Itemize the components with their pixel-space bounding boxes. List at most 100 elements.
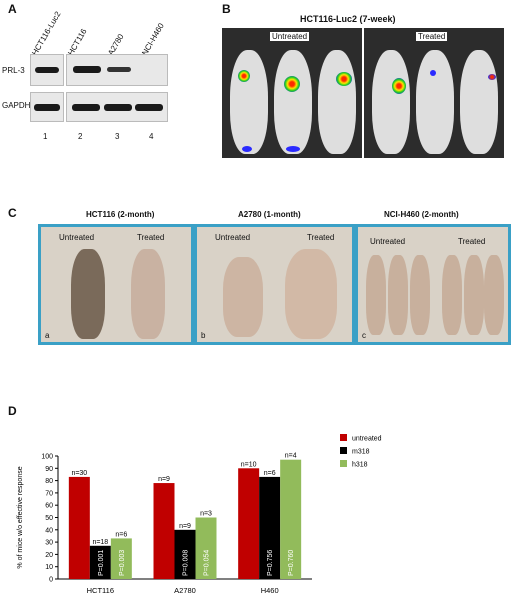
sublabel-a: a	[45, 331, 50, 340]
blot-prl3-lanes2-4	[66, 54, 168, 86]
n-label: n=6	[264, 470, 276, 477]
bar-m318	[259, 476, 281, 579]
legend-label: untreated	[352, 436, 382, 443]
x-tick-label: H460	[261, 586, 279, 595]
mouse	[285, 249, 337, 339]
luminescence-signal	[392, 78, 406, 94]
x-tick-label: A2780	[174, 586, 196, 595]
luminescence-signal	[488, 74, 496, 80]
mouse	[318, 50, 356, 154]
mouse	[230, 50, 268, 154]
panel-c-label: C	[8, 206, 17, 220]
mouse	[372, 50, 410, 154]
y-axis-label: % of mice w/o effective response	[17, 466, 24, 568]
photo-hct116: Untreated Treated a	[38, 224, 194, 345]
mouse	[442, 255, 462, 335]
y-tick-label: 70	[45, 490, 53, 497]
mouse	[464, 255, 484, 335]
y-tick-label: 20	[45, 552, 53, 559]
y-tick-label: 0	[49, 577, 53, 584]
luminescence-signal	[430, 70, 436, 76]
lane-number-4: 4	[149, 132, 154, 141]
mouse	[416, 50, 454, 154]
y-tick-label: 40	[45, 527, 53, 534]
legend-swatch-m318	[340, 447, 347, 454]
luminescence-signal	[238, 70, 250, 82]
panel-b-title: HCT116-Luc2 (7-week)	[300, 14, 396, 24]
y-tick-label: 100	[41, 454, 53, 461]
p-value-label: P=0.756	[267, 550, 274, 576]
lane-label-1: HCT116-Luc2	[30, 9, 63, 57]
p-value-label: P=0.001	[98, 550, 105, 576]
bar-untreated	[68, 476, 90, 579]
lane-label-4: NCI-H460	[140, 21, 166, 58]
band	[35, 67, 59, 73]
band	[135, 104, 163, 111]
p-value-label: P=0.003	[119, 550, 126, 576]
n-label: n=4	[285, 453, 297, 460]
p-value-label: P=0.054	[204, 550, 211, 576]
bar-h318	[195, 517, 217, 579]
treated-label: Treated	[307, 233, 335, 242]
luminescence-signal	[336, 72, 352, 86]
untreated-label: Untreated	[270, 32, 310, 41]
row-label-gapdh: GAPDH	[2, 101, 31, 110]
lane-label-2: HCT116	[66, 27, 89, 57]
band	[72, 104, 100, 111]
legend-swatch-h318	[340, 460, 347, 467]
bar-m318	[89, 545, 111, 579]
mouse	[388, 255, 408, 335]
p-value-label: P=0.760	[288, 550, 295, 576]
bar-h318	[110, 538, 132, 579]
y-tick-label: 90	[45, 466, 53, 473]
legend-label: h318	[352, 462, 368, 469]
lane-number-3: 3	[115, 132, 120, 141]
sublabel-b: b	[201, 331, 206, 340]
mouse	[410, 255, 430, 335]
y-tick-label: 80	[45, 478, 53, 485]
untreated-label: Untreated	[215, 233, 251, 242]
untreated-label: Untreated	[59, 233, 95, 242]
panel-d-label: D	[8, 404, 17, 418]
panel-c-title-2: A2780 (1-month)	[238, 210, 301, 219]
luminescence-signal	[284, 76, 300, 92]
n-label: n=30	[71, 470, 87, 477]
y-tick-label: 50	[45, 515, 53, 522]
band	[104, 104, 132, 111]
blot-prl3-lane1	[30, 54, 64, 86]
y-tick-label: 60	[45, 503, 53, 510]
blot-gapdh-lane1	[30, 92, 64, 122]
lane-number-1: 1	[43, 132, 48, 141]
treated-label: Treated	[458, 237, 486, 246]
panel-b-label: B	[222, 2, 231, 16]
mouse	[274, 50, 312, 154]
luminescence-signal	[286, 146, 300, 152]
bar-untreated	[238, 468, 260, 579]
n-label: n=18	[92, 539, 108, 546]
blot-gapdh-lanes2-4	[66, 92, 168, 122]
luminescence-signal	[242, 146, 252, 152]
panel-a-label: A	[8, 2, 17, 16]
legend-label: m318	[352, 449, 370, 456]
bar-m318	[174, 529, 196, 579]
panel-c-title-3: NCI-H460 (2-month)	[384, 210, 459, 219]
legend-swatch-untreated	[340, 434, 347, 441]
n-label: n=3	[200, 511, 212, 518]
photo-a2780: Untreated Treated b	[194, 224, 355, 345]
treated-label: Treated	[137, 233, 165, 242]
y-tick-label: 10	[45, 564, 53, 571]
sublabel-c: c	[362, 331, 366, 340]
treated-label: Treated	[416, 32, 448, 41]
lane-number-2: 2	[78, 132, 83, 141]
band	[107, 67, 131, 72]
mouse	[484, 255, 504, 335]
photo-h460: Untreated Treated c	[355, 224, 511, 345]
mouse	[131, 249, 165, 339]
x-tick-label: HCT116	[87, 586, 114, 595]
bar-untreated	[153, 483, 175, 579]
mouse	[460, 50, 498, 154]
bioluminescence-image-treated: Treated	[364, 28, 504, 158]
mouse	[71, 249, 105, 339]
row-label-prl3: PRL-3	[2, 66, 25, 75]
mouse	[223, 257, 263, 337]
